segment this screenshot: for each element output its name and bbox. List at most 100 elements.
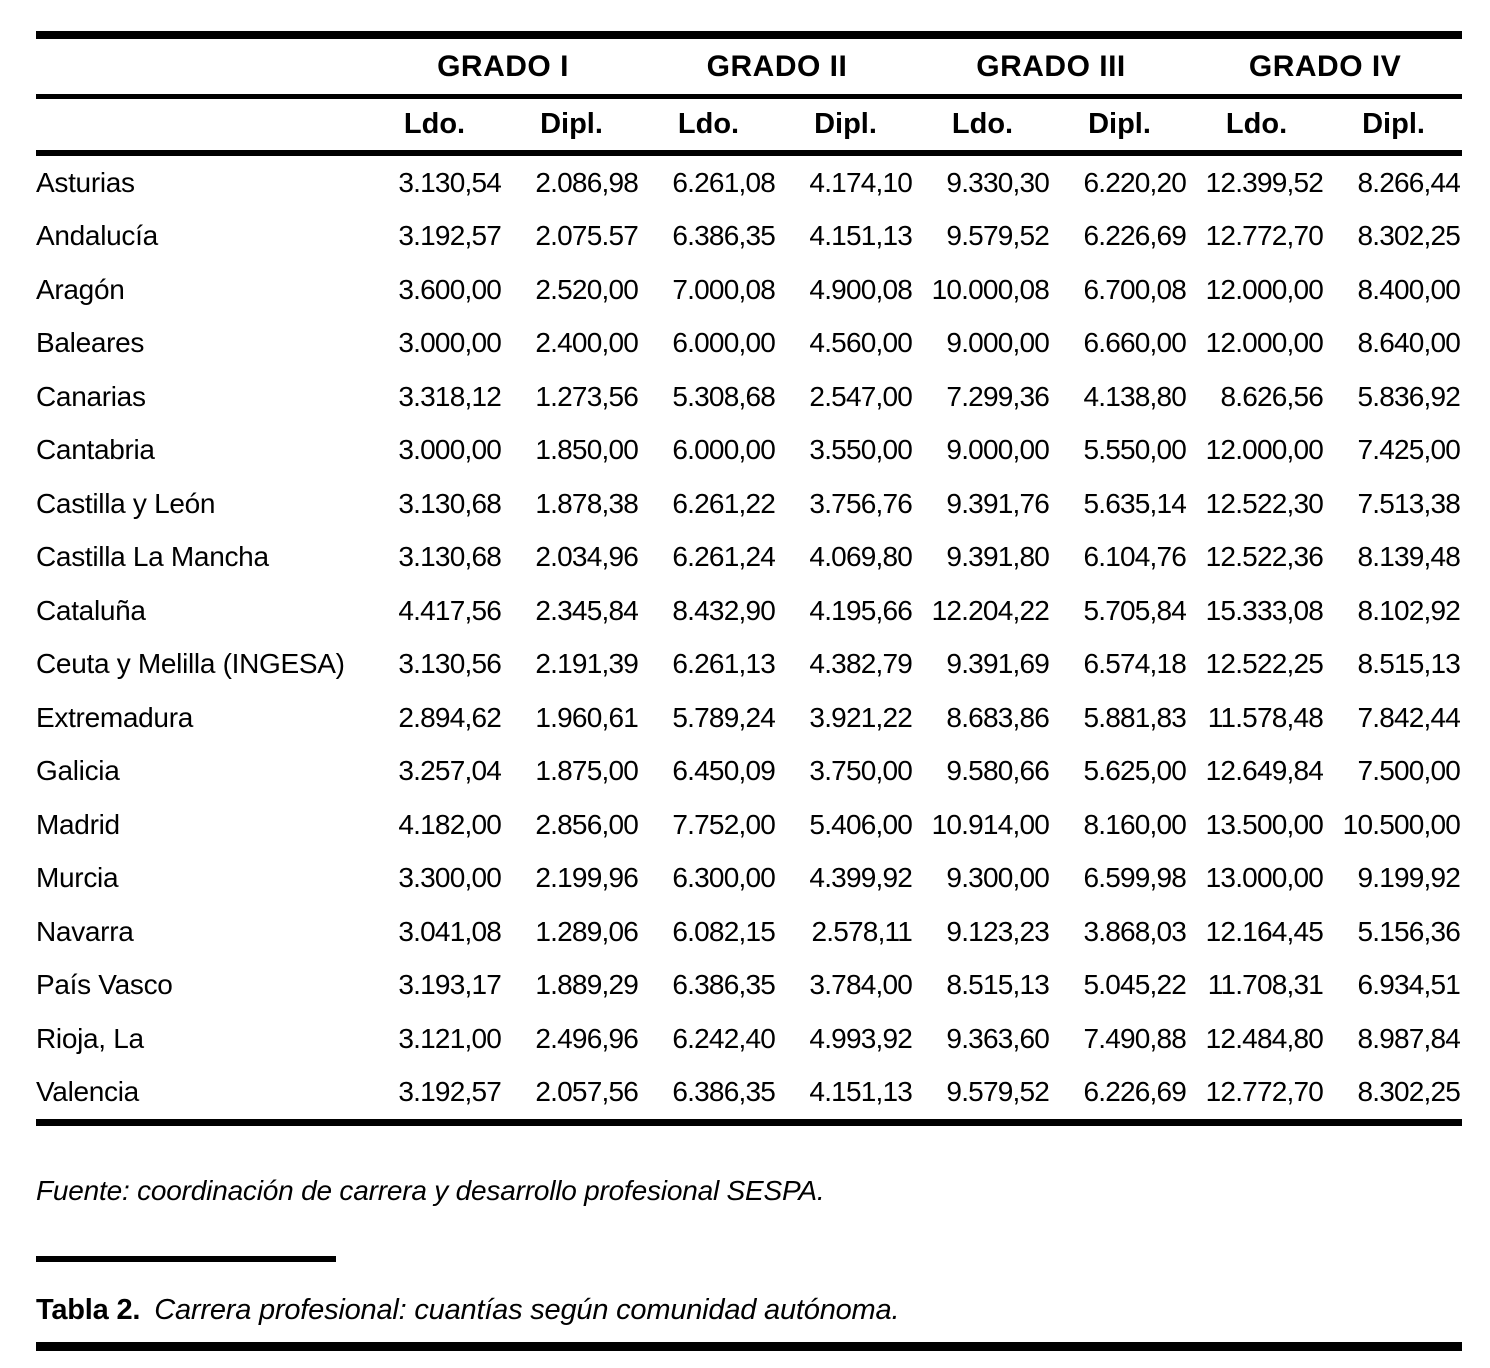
value-cell: 8.400,00 (1357, 273, 1461, 305)
value-cell: 4.151,13 (809, 1076, 913, 1108)
sub-header-dipl: Dipl. (503, 96, 640, 156)
caption-label: Tabla 2. (36, 1294, 141, 1326)
table-row: Rioja, La 3.121,00 2.496,96 6.242,40 4.993,9… (36, 1012, 1462, 1066)
value-cell: 7.490,88 (1083, 1022, 1187, 1054)
value-cell: 10.000,08 (931, 273, 1050, 305)
value-cell: 12.522,25 (1205, 648, 1324, 680)
value-cell: 6.700,08 (1083, 273, 1187, 305)
value-cell: 7.500,00 (1357, 755, 1461, 787)
region-label: Canarias (36, 380, 146, 412)
sub-header-dipl: Dipl. (1325, 96, 1463, 156)
value-cell: 9.300,00 (946, 862, 1050, 894)
value-cell: 2.191,39 (535, 648, 638, 680)
value-cell: 3.257,04 (398, 755, 501, 787)
value-cell: 9.579,52 (946, 220, 1050, 252)
value-cell: 6.082,15 (672, 915, 775, 947)
region-label: Castilla y León (36, 487, 216, 519)
value-cell: 12.772,70 (1205, 1076, 1324, 1108)
value-cell: 3.130,54 (398, 166, 501, 198)
value-cell: 8.302,25 (1357, 1076, 1461, 1108)
value-cell: 6.934,51 (1357, 969, 1461, 1001)
table-row: Castilla La Mancha 3.130,68 2.034,96 6.261,… (36, 531, 1462, 585)
value-cell: 3.000,00 (398, 434, 501, 466)
value-cell: 12.522,30 (1205, 487, 1324, 519)
value-cell: 1.878,38 (535, 487, 638, 519)
table-row: Navarra 3.041,08 1.289,06 6.082,15 2.578,11 9… (36, 905, 1462, 959)
sub-header-row: Ldo. Dipl. Ldo. Dipl. Ldo. Dipl. Ldo. Di… (36, 96, 1463, 156)
value-cell: 4.993,92 (809, 1022, 913, 1054)
value-cell: 2.496,96 (535, 1022, 638, 1054)
value-cell: 2.086,98 (535, 166, 638, 198)
caption-divider-rule (36, 1256, 336, 1262)
value-cell: 4.399,92 (809, 862, 913, 894)
value-cell: 5.635,14 (1083, 487, 1187, 519)
value-cell: 7.842,44 (1357, 701, 1461, 733)
value-cell: 6.261,22 (672, 487, 775, 519)
value-cell: 3.750,00 (809, 755, 913, 787)
value-cell: 12.164,45 (1205, 915, 1324, 947)
region-label: Navarra (36, 915, 134, 947)
value-cell: 4.560,00 (809, 327, 913, 359)
value-cell: 9.000,00 (946, 434, 1050, 466)
group-header-grado-ii: GRADO II (640, 35, 915, 99)
corner-cell (36, 96, 366, 156)
group-header-row: GRADO I GRADO II GRADO III GRADO IV (36, 35, 1463, 99)
region-label: Valencia (36, 1076, 139, 1108)
value-cell: 12.399,52 (1205, 166, 1324, 198)
table-row: Valencia 3.192,57 2.057,56 6.386,35 4.151,13… (36, 1066, 1462, 1123)
value-cell: 10.914,00 (931, 808, 1050, 840)
value-cell: 12.772,70 (1205, 220, 1324, 252)
value-cell: 6.226,69 (1083, 1076, 1187, 1108)
value-cell: 12.484,80 (1205, 1022, 1324, 1054)
value-cell: 7.513,38 (1357, 487, 1461, 519)
sub-header-ldo: Ldo. (1188, 96, 1326, 156)
value-cell: 8.160,00 (1083, 808, 1187, 840)
sub-header-dipl: Dipl. (1051, 96, 1189, 156)
table-row: Ceuta y Melilla (INGESA) 3.130,56 2.191,39… (36, 638, 1462, 692)
table-row: Extremadura 2.894,62 1.960,61 5.789,24 3.921… (36, 691, 1462, 745)
value-cell: 9.000,00 (946, 327, 1050, 359)
value-cell: 3.041,08 (398, 915, 501, 947)
value-cell: 1.875,00 (535, 755, 638, 787)
value-cell: 2.057,56 (535, 1076, 638, 1108)
value-cell: 4.069,80 (809, 541, 913, 573)
value-cell: 9.579,52 (946, 1076, 1050, 1108)
value-cell: 6.450,09 (672, 755, 775, 787)
value-cell: 9.363,60 (946, 1022, 1050, 1054)
value-cell: 4.900,08 (809, 273, 913, 305)
region-label: Cataluña (36, 594, 146, 626)
value-cell: 9.580,66 (946, 755, 1050, 787)
region-label: Madrid (36, 808, 120, 840)
value-cell: 8.432,90 (672, 594, 775, 626)
table-row: Galicia 3.257,04 1.875,00 6.450,09 3.750,00 9… (36, 745, 1462, 799)
value-cell: 11.708,31 (1207, 969, 1324, 1001)
table-row: Cantabria 3.000,00 1.850,00 6.000,00 3.550,0… (36, 424, 1462, 478)
value-cell: 5.045,22 (1083, 969, 1187, 1001)
region-label: Baleares (36, 327, 145, 359)
value-cell: 8.640,00 (1357, 327, 1461, 359)
caption-text: Carrera profesional: cuantías según comu… (154, 1294, 900, 1326)
table-row: Murcia 3.300,00 2.199,96 6.300,00 4.399,92 9.… (36, 852, 1462, 906)
value-cell: 6.386,35 (672, 220, 775, 252)
value-cell: 4.417,56 (398, 594, 501, 626)
region-label: País Vasco (36, 969, 173, 1001)
value-cell: 3.550,00 (809, 434, 913, 466)
value-cell: 7.752,00 (672, 808, 775, 840)
value-cell: 2.075.57 (535, 220, 638, 252)
value-cell: 1.889,29 (535, 969, 638, 1001)
region-label: Ceuta y Melilla (INGESA) (36, 648, 345, 680)
bottom-rule (36, 1342, 1462, 1351)
value-cell: 3.868,03 (1083, 915, 1187, 947)
sub-header-dipl: Dipl. (777, 96, 915, 156)
value-cell: 13.500,00 (1205, 808, 1324, 840)
value-cell: 2.894,62 (398, 701, 501, 733)
value-cell: 9.391,76 (946, 487, 1050, 519)
value-cell: 8.683,86 (946, 701, 1050, 733)
value-cell: 1.273,56 (535, 380, 638, 412)
table-row: Canarias 3.318,12 1.273,56 5.308,68 2.547,00… (36, 370, 1462, 424)
value-cell: 5.550,00 (1083, 434, 1187, 466)
group-header-grado-iv: GRADO IV (1188, 35, 1463, 99)
value-cell: 6.226,69 (1083, 220, 1187, 252)
value-cell: 9.391,80 (946, 541, 1050, 573)
value-cell: 6.242,40 (672, 1022, 775, 1054)
